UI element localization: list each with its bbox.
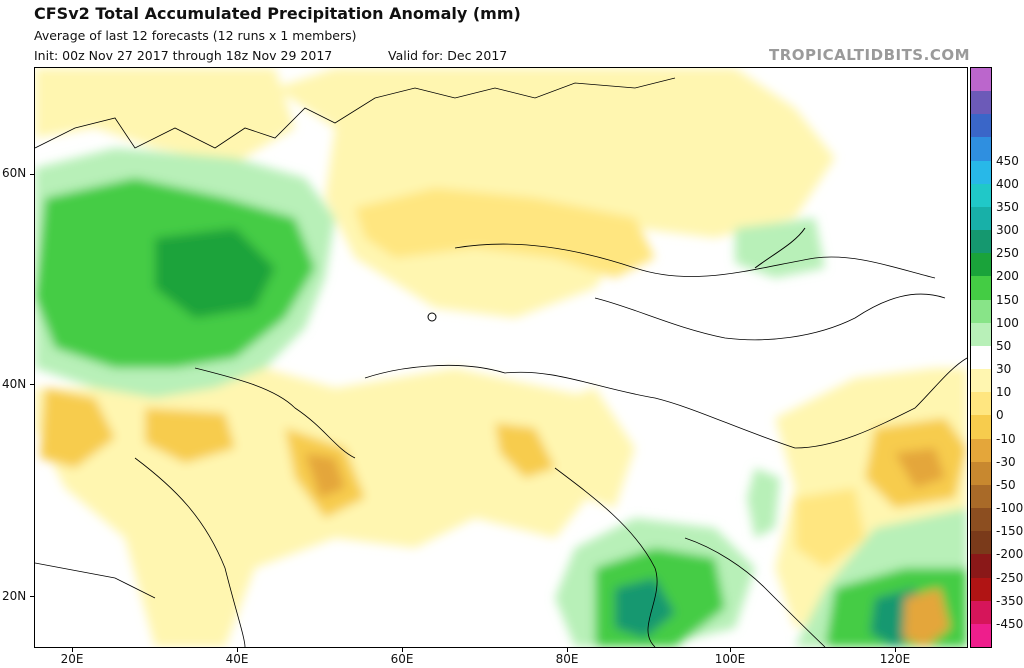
colorbar-label: -10	[996, 431, 1016, 446]
colorbar-label: 200	[996, 269, 1019, 284]
anomaly-shading	[35, 68, 967, 647]
colorbar-segment	[971, 369, 991, 393]
colorbar-segment	[971, 554, 991, 579]
lon-label-80E: 80E	[555, 652, 579, 666]
lat-tick-40	[30, 384, 34, 385]
lat-label-20N: 20N	[2, 589, 27, 603]
coastline-outlines	[35, 77, 967, 647]
colorbar-label: 10	[996, 385, 1012, 400]
colorbar-segment	[971, 183, 991, 208]
chart-title: CFSv2 Total Accumulated Precipitation An…	[34, 4, 521, 23]
colorbar-label: -350	[996, 593, 1024, 608]
colorbar-label: -150	[996, 524, 1024, 539]
lon-label-20E: 20E	[60, 652, 84, 666]
colorbar-segment	[971, 206, 991, 231]
lat-tick-60	[30, 174, 34, 175]
colorbar-label: -50	[996, 477, 1016, 492]
colorbar-label: 150	[996, 292, 1019, 307]
colorbar-segment	[971, 114, 991, 138]
colorbar-segment	[971, 230, 991, 254]
colorbar	[970, 67, 992, 648]
brand-watermark: TROPICALTIDBITS.COM	[769, 46, 970, 64]
lon-tick-80	[567, 648, 568, 652]
lon-label-40E: 40E	[225, 652, 249, 666]
lon-tick-40	[237, 648, 238, 652]
colorbar-segment	[971, 415, 991, 440]
colorbar-segment	[971, 531, 991, 555]
lat-label-60N: 60N	[2, 166, 27, 180]
lat-label-40N: 40N	[2, 377, 27, 391]
colorbar-label: 100	[996, 315, 1019, 330]
colorbar-label: 350	[996, 199, 1019, 214]
colorbar-segment	[971, 91, 991, 115]
colorbar-label: 250	[996, 246, 1019, 261]
colorbar-segment	[971, 137, 991, 162]
colorbar-label: -450	[996, 616, 1024, 631]
colorbar-label: -250	[996, 570, 1024, 585]
valid-time: Valid for: Dec 2017	[388, 48, 508, 63]
colorbar-segment	[971, 623, 991, 648]
colorbar-label: 450	[996, 153, 1019, 168]
lon-label-120E: 120E	[879, 652, 911, 666]
colorbar-segment	[971, 577, 991, 602]
colorbar-segment	[971, 253, 991, 277]
lon-label-100E: 100E	[714, 652, 746, 666]
colorbar-segment	[971, 484, 991, 509]
colorbar-label: 0	[996, 408, 1004, 423]
colorbar-label: 300	[996, 223, 1019, 238]
colorbar-segment	[971, 508, 991, 532]
init-time: Init: 00z Nov 27 2017 through 18z Nov 29…	[34, 48, 333, 63]
colorbar-segment	[971, 461, 991, 486]
colorbar-segment	[971, 322, 991, 347]
colorbar-segment	[971, 600, 991, 625]
lon-label-60E: 60E	[390, 652, 414, 666]
subtitle: Average of last 12 forecasts (12 runs x …	[34, 28, 357, 43]
colorbar-segment	[971, 160, 991, 185]
colorbar-label: -100	[996, 501, 1024, 516]
colorbar-label: -200	[996, 547, 1024, 562]
colorbar-segment	[971, 438, 991, 463]
colorbar-segment	[971, 68, 991, 92]
lon-tick-60	[402, 648, 403, 652]
lon-tick-120	[895, 648, 896, 652]
anomaly-map	[35, 68, 967, 647]
lon-tick-100	[730, 648, 731, 652]
colorbar-label: 400	[996, 176, 1019, 191]
colorbar-label: 30	[996, 362, 1012, 377]
colorbar-segment	[971, 345, 991, 370]
lat-tick-20	[30, 596, 34, 597]
colorbar-label: -30	[996, 454, 1016, 469]
colorbar-segment	[971, 299, 991, 324]
colorbar-segment	[971, 276, 991, 301]
colorbar-segment	[971, 392, 991, 416]
colorbar-label: 50	[996, 338, 1012, 353]
map-panel	[34, 67, 968, 648]
lon-tick-20	[72, 648, 73, 652]
